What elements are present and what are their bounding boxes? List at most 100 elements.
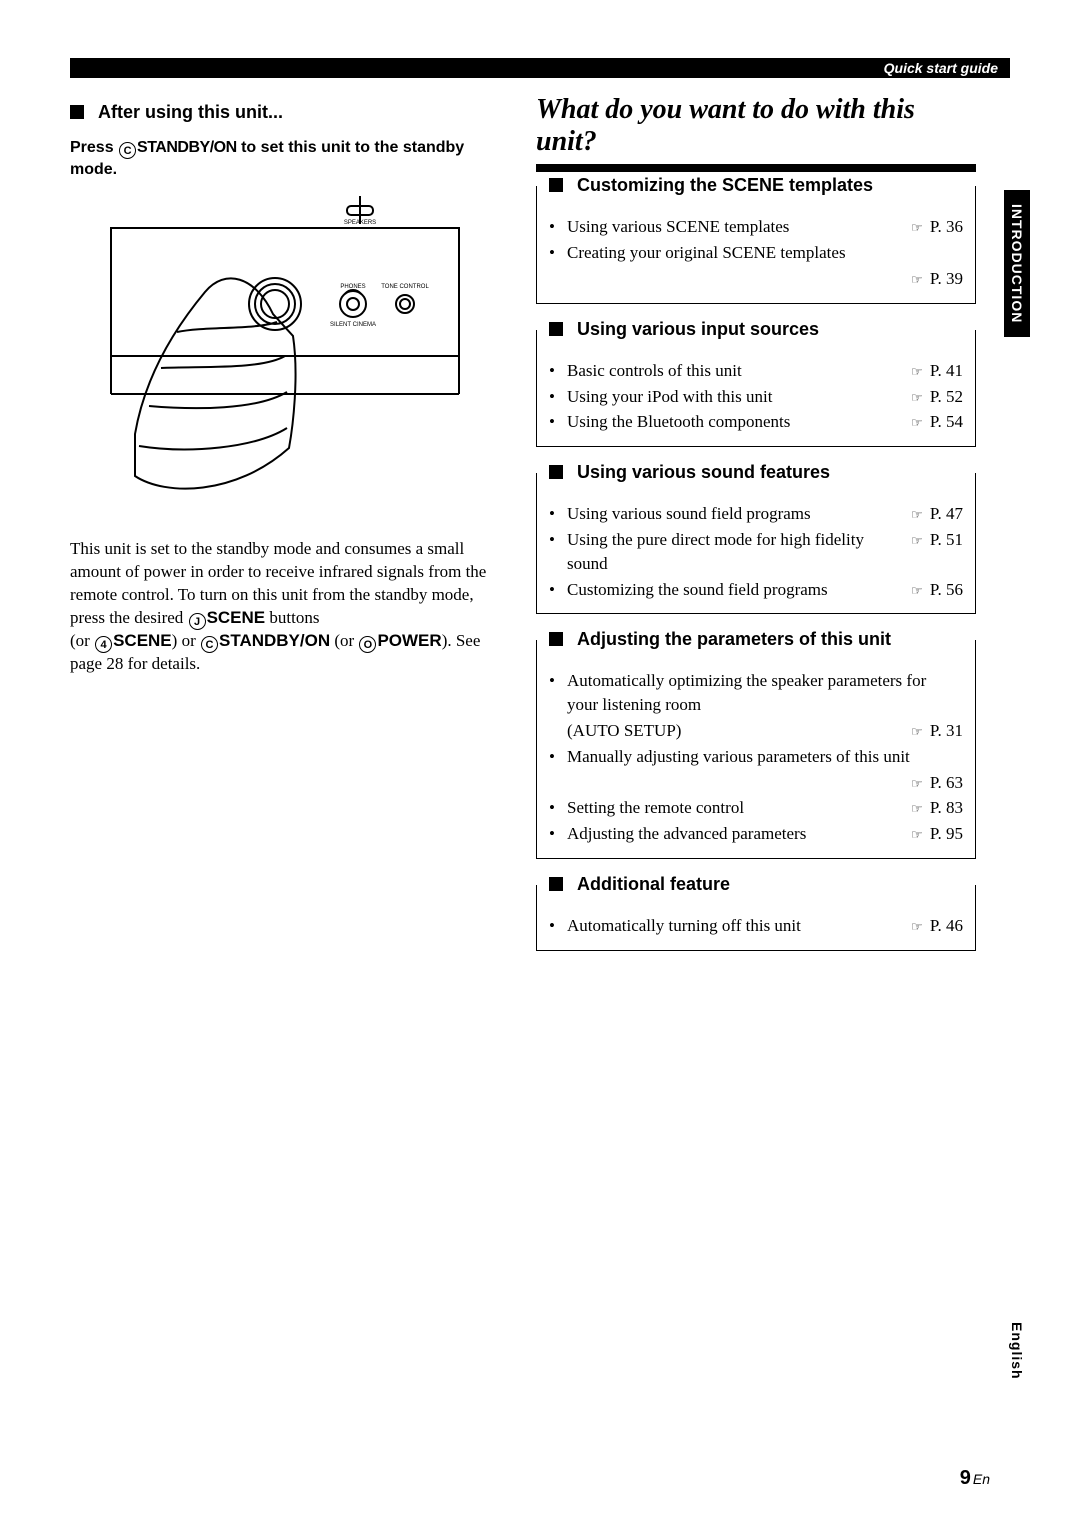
list-item: •Using the Bluetooth components☞ P. 54 bbox=[549, 410, 963, 434]
page-ref: ☞ P. 46 bbox=[893, 914, 963, 938]
list-item: •Setting the remote control☞ P. 83 bbox=[549, 796, 963, 820]
section-heading-text: Customizing the SCENE templates bbox=[577, 175, 873, 195]
left-heading-text: After using this unit... bbox=[98, 102, 283, 122]
section-box: Adjusting the parameters of this unit•Au… bbox=[536, 640, 976, 859]
bullet-icon: • bbox=[549, 669, 567, 693]
square-bullet-icon bbox=[549, 632, 563, 646]
press-prefix: Press bbox=[70, 139, 118, 156]
svg-text:SPEAKERS: SPEAKERS bbox=[344, 220, 376, 226]
circle-j-icon: J bbox=[189, 613, 206, 630]
section-heading: Using various sound features bbox=[537, 462, 975, 483]
press-instruction: Press CSTANDBY/ON to set this unit to th… bbox=[70, 137, 500, 182]
standby-on-label: STANDBY/ON bbox=[137, 139, 237, 156]
item-label: Basic controls of this unit bbox=[567, 359, 893, 383]
standby-bold: STANDBY/ON bbox=[219, 631, 330, 650]
device-diagram-svg: SPEAKERS PHONES TONE CONTROL SILENT CINE… bbox=[105, 196, 465, 526]
item-label: Using the pure direct mode for high fide… bbox=[567, 528, 893, 576]
side-tab-introduction: INTRODUCTION bbox=[1004, 190, 1030, 337]
bullet-icon: • bbox=[549, 528, 567, 552]
bullet-icon: • bbox=[549, 822, 567, 846]
header-quick-start: Quick start guide bbox=[884, 60, 998, 76]
list-item: •Using various SCENE templates☞ P. 36 bbox=[549, 215, 963, 239]
side-tab-english: English bbox=[1004, 1308, 1030, 1394]
section-box: Additional feature•Automatically turning… bbox=[536, 885, 976, 951]
page-ref: ☞ P. 39 bbox=[893, 267, 963, 291]
square-bullet-icon bbox=[549, 877, 563, 891]
device-diagram: SPEAKERS PHONES TONE CONTROL SILENT CINE… bbox=[105, 196, 465, 526]
page-ref: ☞ P. 36 bbox=[893, 215, 963, 239]
page-ref: ☞ P. 83 bbox=[893, 796, 963, 820]
item-label: Automatically turning off this unit bbox=[567, 914, 893, 938]
list-item: •Basic controls of this unit☞ P. 41 bbox=[549, 359, 963, 383]
square-bullet-icon bbox=[549, 465, 563, 479]
list-item-note: (AUTO SETUP)☞ P. 31 bbox=[549, 719, 963, 743]
section-heading: Using various input sources bbox=[537, 319, 975, 340]
list-item: •Adjusting the advanced parameters☞ P. 9… bbox=[549, 822, 963, 846]
bullet-icon: • bbox=[549, 359, 567, 383]
item-label: Using various SCENE templates bbox=[567, 215, 893, 239]
item-label: Automatically optimizing the speaker par… bbox=[567, 669, 963, 717]
section-box: Customizing the SCENE templates•Using va… bbox=[536, 186, 976, 303]
bullet-icon: • bbox=[549, 385, 567, 409]
circle-c-icon: C bbox=[119, 142, 136, 159]
item-label: Setting the remote control bbox=[567, 796, 893, 820]
item-label: Using various sound field programs bbox=[567, 502, 893, 526]
item-note: (AUTO SETUP) bbox=[567, 719, 893, 743]
section-heading-text: Additional feature bbox=[577, 874, 730, 894]
body-2-open: (or bbox=[70, 631, 94, 650]
power-bold: POWER bbox=[377, 631, 441, 650]
page-ref: ☞ P. 54 bbox=[893, 410, 963, 434]
square-bullet-icon bbox=[549, 322, 563, 336]
section-box: Using various sound features•Using vario… bbox=[536, 473, 976, 614]
page-ref: ☞ P. 63 bbox=[893, 771, 963, 795]
item-label: Adjusting the advanced parameters bbox=[567, 822, 893, 846]
section-heading-text: Using various sound features bbox=[577, 462, 830, 482]
list-item: •Creating your original SCENE templates bbox=[549, 241, 963, 265]
item-label: Using your iPod with this unit bbox=[567, 385, 893, 409]
item-label: Manually adjusting various parameters of… bbox=[567, 745, 963, 769]
item-label: Customizing the sound field programs bbox=[567, 578, 893, 602]
list-item: •Automatically turning off this unit☞ P.… bbox=[549, 914, 963, 938]
bullet-icon: • bbox=[549, 914, 567, 938]
list-item: •Using various sound field programs☞ P. … bbox=[549, 502, 963, 526]
list-item: •Using the pure direct mode for high fid… bbox=[549, 528, 963, 576]
left-column: After using this unit... Press CSTANDBY/… bbox=[70, 90, 500, 977]
list-item: •Manually adjusting various parameters o… bbox=[549, 745, 963, 769]
section-heading: Customizing the SCENE templates bbox=[537, 175, 975, 196]
bullet-icon: • bbox=[549, 796, 567, 820]
square-bullet-icon bbox=[70, 105, 84, 119]
page-number-value: 9 bbox=[960, 1467, 971, 1489]
page-ref: ☞ P. 51 bbox=[893, 528, 963, 552]
content-columns: After using this unit... Press CSTANDBY/… bbox=[70, 90, 980, 977]
item-label: Creating your original SCENE templates bbox=[567, 241, 963, 265]
bullet-icon: • bbox=[549, 215, 567, 239]
page-ref: ☞ P. 47 bbox=[893, 502, 963, 526]
list-item-pageref: ☞ P. 39 bbox=[549, 267, 963, 291]
section-heading: Adjusting the parameters of this unit bbox=[537, 629, 975, 650]
body-2-or1: ) or bbox=[172, 631, 200, 650]
page-ref: ☞ P. 95 bbox=[893, 822, 963, 846]
body-2-or2: (or bbox=[330, 631, 358, 650]
circle-c2-icon: C bbox=[201, 636, 218, 653]
list-item: •Customizing the sound field programs☞ P… bbox=[549, 578, 963, 602]
right-column: What do you want to do with this unit? C… bbox=[536, 90, 976, 977]
bullet-icon: • bbox=[549, 745, 567, 769]
scene-bold-2: SCENE bbox=[113, 631, 172, 650]
list-item-pageref: ☞ P. 63 bbox=[549, 771, 963, 795]
sections-container: Customizing the SCENE templates•Using va… bbox=[536, 186, 976, 950]
square-bullet-icon bbox=[549, 178, 563, 192]
list-item: •Using your iPod with this unit☞ P. 52 bbox=[549, 385, 963, 409]
left-heading: After using this unit... bbox=[70, 102, 500, 123]
page-lang: En bbox=[973, 1471, 990, 1487]
bullet-icon: • bbox=[549, 241, 567, 265]
circle-4-icon: 4 bbox=[95, 636, 112, 653]
page-ref: ☞ P. 52 bbox=[893, 385, 963, 409]
section-heading: Additional feature bbox=[537, 874, 975, 895]
svg-text:SILENT CINEMA: SILENT CINEMA bbox=[330, 322, 376, 328]
section-heading-text: Adjusting the parameters of this unit bbox=[577, 629, 891, 649]
body-1b: buttons bbox=[265, 608, 319, 627]
svg-text:TONE CONTROL: TONE CONTROL bbox=[381, 284, 429, 290]
left-body-text: This unit is set to the standby mode and… bbox=[70, 538, 500, 676]
bullet-icon: • bbox=[549, 410, 567, 434]
bullet-icon: • bbox=[549, 502, 567, 526]
